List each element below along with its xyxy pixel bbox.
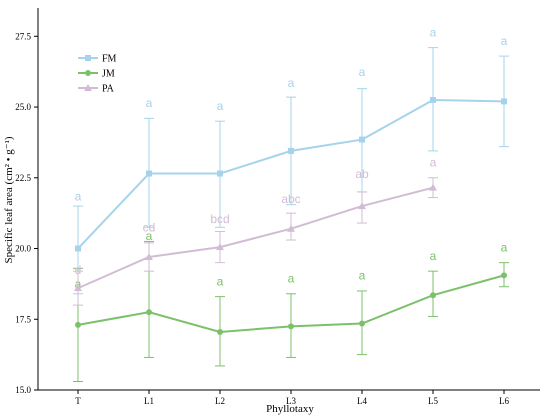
y-tick-label: 27.5: [15, 31, 31, 41]
significance-label-pa: bcd: [210, 212, 229, 226]
x-tick-label: L2: [215, 396, 225, 406]
legend-label-jm: JM: [102, 69, 115, 80]
point-fm: [288, 147, 294, 154]
series-pa: d cd bcd abc ab a: [73, 155, 438, 306]
point-pa: [287, 224, 295, 232]
y-tick-label: 20.0: [15, 244, 31, 254]
significance-label-jm: a: [288, 271, 295, 285]
point-pa: [358, 202, 366, 210]
significance-label-jm: a: [430, 249, 437, 263]
legend-item-jm: JM: [78, 69, 115, 80]
y-tick-label: 25.0: [15, 102, 31, 112]
legend-item-fm: FM: [78, 54, 117, 65]
significance-label-jm: a: [501, 240, 508, 254]
legend-label-pa: PA: [102, 84, 115, 95]
significance-label-fm: a: [217, 99, 224, 113]
point-jm: [430, 292, 436, 299]
significance-label-pa: cd: [143, 221, 156, 235]
point-jm: [501, 272, 507, 279]
significance-label-pa: a: [430, 155, 437, 169]
significance-label-fm: a: [288, 76, 295, 90]
x-tick-label: L1: [144, 396, 154, 406]
point-pa: [145, 253, 153, 261]
significance-label-fm: a: [146, 96, 153, 110]
significance-label-jm: a: [217, 274, 224, 288]
significance-label-pa: abc: [281, 192, 300, 206]
series-fm: a a a a a a a: [73, 25, 509, 295]
significance-label-fm: a: [501, 34, 508, 48]
legend: FM JM PA: [78, 54, 117, 95]
significance-label-fm: a: [75, 189, 82, 203]
point-jm: [288, 323, 294, 330]
series-layer: aaaaaaaaaaaaaadcdbcdabcaba: [73, 25, 509, 383]
point-fm: [146, 170, 152, 177]
point-jm: [359, 320, 365, 327]
y-tick-label: 17.5: [15, 314, 31, 324]
x-tick-label: L4: [357, 396, 367, 406]
legend-marker-pa: [84, 84, 92, 91]
legend-marker-fm: [85, 55, 91, 61]
x-tick-label: L3: [286, 396, 296, 406]
legend-marker-jm: [85, 70, 91, 76]
significance-label-jm: a: [359, 269, 366, 283]
significance-label-fm: a: [430, 25, 437, 39]
series-line-pa: [77, 186, 434, 290]
point-fm: [430, 96, 436, 103]
plot-area: [37, 8, 540, 391]
point-fm: [359, 136, 365, 143]
legend-label-fm: FM: [102, 54, 117, 65]
point-fm: [217, 170, 223, 177]
x-tick-label: T: [75, 396, 81, 406]
x-tick-label: L5: [428, 396, 438, 406]
point-jm: [146, 309, 152, 316]
point-pa: [74, 284, 82, 292]
point-pa: [216, 243, 224, 251]
significance-label-jm: a: [146, 229, 153, 243]
y-tick-label: 22.5: [15, 173, 31, 183]
point-jm: [217, 328, 223, 335]
x-tick-label: L6: [499, 396, 509, 406]
significance-label-fm: a: [359, 65, 366, 79]
point-jm: [75, 321, 81, 328]
y-axis-title: Specific leaf area (cm² • g⁻¹): [3, 136, 15, 263]
point-fm: [501, 98, 507, 105]
significance-label-pa: d: [75, 263, 82, 277]
legend-item-pa: PA: [78, 84, 115, 95]
significance-label-pa: ab: [355, 167, 369, 181]
y-tick-label: 15.0: [15, 385, 31, 395]
x-axis-title: Phyllotaxy: [266, 403, 314, 415]
x-axis-ticks: T L1 L2 L3 L4 L5 L6: [75, 390, 509, 406]
point-fm: [75, 245, 81, 252]
point-pa: [429, 183, 437, 191]
y-axis-ticks: 15.0 17.5 20.0 22.5 25.0 27.5: [15, 31, 38, 395]
